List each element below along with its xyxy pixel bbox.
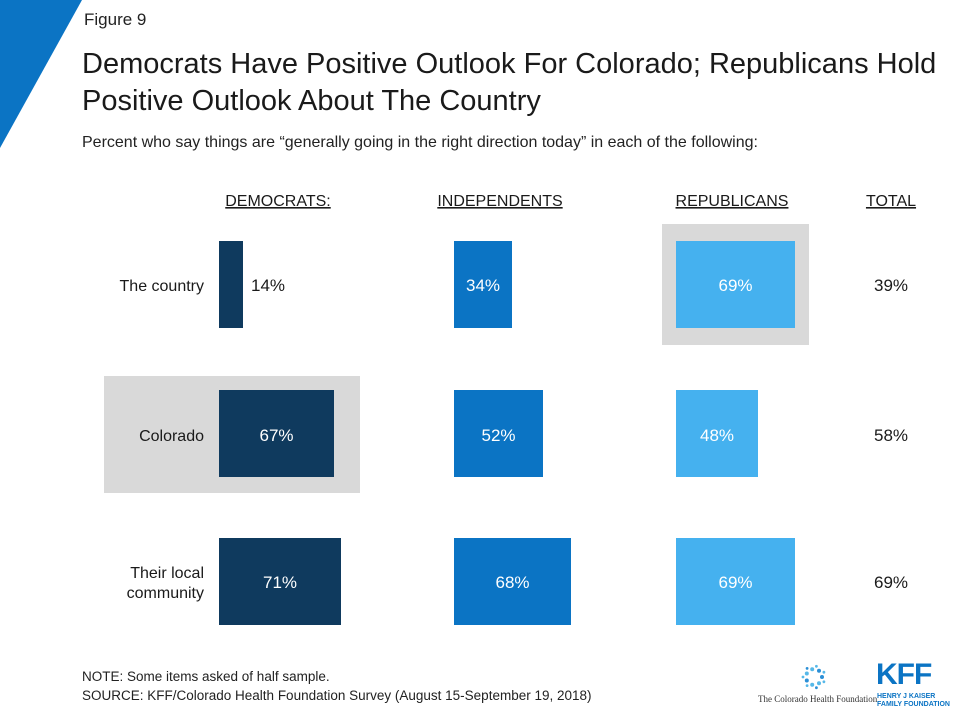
data-label-republicans-colorado: 48%	[700, 426, 734, 445]
chart-subtitle: Percent who say things are “generally go…	[82, 134, 758, 151]
data-label-independents-their-local-community: 68%	[495, 573, 529, 592]
column-header-republicans: REPUBLICANS	[676, 193, 789, 210]
kff-subtitle: HENRY J KAISER FAMILY FOUNDATION	[877, 693, 950, 709]
sunburst-dot	[804, 671, 809, 676]
source-text: SOURCE: KFF/Colorado Health Foundation S…	[82, 688, 592, 703]
total-value-their-local-community: 69%	[874, 573, 908, 592]
footnote: NOTE: Some items asked of half sample. S…	[82, 667, 592, 705]
bar-independents-colorado	[454, 390, 543, 477]
colorado-health-foundation-logo: The Colorado Health Foundation	[758, 662, 878, 708]
data-label-democrats-colorado: 67%	[259, 426, 293, 445]
sunburst-dot	[822, 670, 826, 674]
chf-logo-text: The Colorado Health Foundation	[758, 694, 878, 704]
bar-independents-the-country	[454, 241, 512, 328]
data-label-independents-the-country: 34%	[466, 276, 500, 295]
column-header-democrats: DEMOCRATS:	[225, 193, 330, 210]
kff-logo: KFF HENRY J KAISER FAMILY FOUNDATION	[876, 658, 950, 712]
bar-republicans-their-local-community	[676, 538, 795, 625]
sunburst-dot	[815, 664, 818, 668]
sunburst-dot	[815, 686, 818, 690]
sunburst-dot	[805, 667, 809, 670]
bar-republicans-the-country	[676, 241, 795, 328]
bar-democrats-their-local-community	[219, 538, 341, 625]
data-label-republicans-the-country: 69%	[718, 276, 752, 295]
kff-subtitle-line2: FAMILY FOUNDATION	[877, 701, 950, 708]
total-value-the-country: 39%	[874, 276, 908, 295]
row-label-the-country: The country	[120, 278, 204, 295]
sunburst-icon	[801, 664, 826, 690]
kff-subtitle-line1: HENRY J KAISER	[877, 693, 936, 700]
kff-mark: KFF	[876, 658, 932, 691]
bar-independents-their-local-community	[454, 538, 571, 625]
sunburst-dot	[804, 678, 809, 683]
sunburst-dot	[805, 684, 809, 687]
bar-democrats-colorado	[219, 390, 334, 477]
sunburst-dot	[810, 682, 815, 687]
column-header-total: TOTAL	[866, 193, 916, 210]
figure-label: Figure 9	[84, 10, 147, 29]
sunburst-dot	[817, 668, 821, 673]
sunburst-dot	[820, 675, 824, 679]
row-label-colorado: Colorado	[139, 428, 204, 445]
data-label-democrats-the-country: 14%	[251, 276, 285, 295]
sunburst-dot	[822, 680, 826, 684]
corner-accent	[0, 0, 82, 148]
chart-title: Democrats Have Positive Outlook For Colo…	[82, 48, 937, 117]
bar-democrats-the-country	[219, 241, 243, 328]
sunburst-dot	[801, 675, 805, 679]
total-value-colorado: 58%	[874, 426, 908, 445]
bar-republicans-colorado	[676, 390, 758, 477]
sunburst-dot	[810, 667, 815, 672]
data-label-independents-colorado: 52%	[481, 426, 515, 445]
column-header-independents: INDEPENDENTS	[437, 193, 562, 210]
data-label-democrats-their-local-community: 71%	[263, 573, 297, 592]
sunburst-dot	[817, 681, 821, 686]
data-label-republicans-their-local-community: 69%	[718, 573, 752, 592]
note-text: NOTE: Some items asked of half sample.	[82, 669, 330, 684]
row-label-their-local-community: Their local community	[127, 565, 204, 602]
